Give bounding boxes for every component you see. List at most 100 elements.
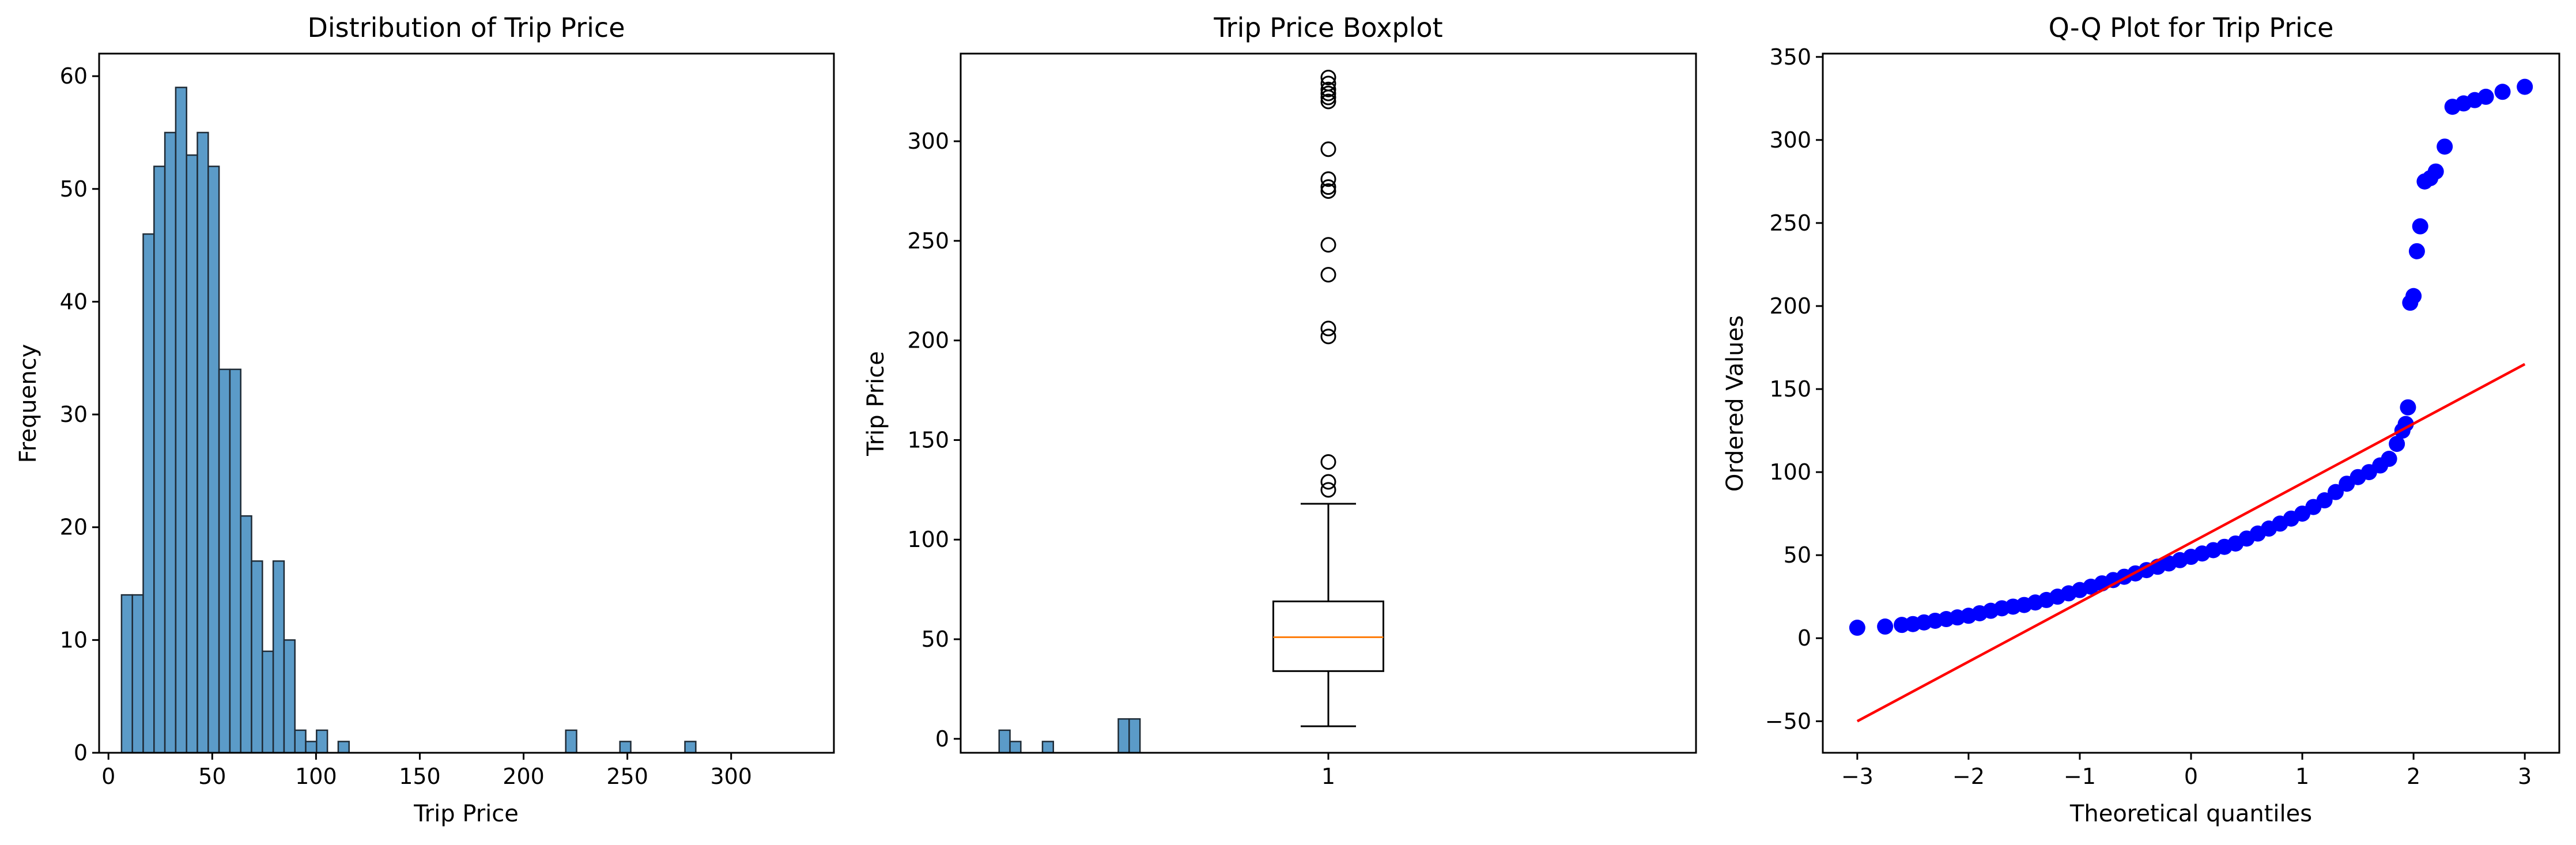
qq-data-point (2397, 416, 2414, 432)
histogram-bar (153, 165, 166, 754)
histogram-bar (337, 741, 350, 754)
histogram-bar (1041, 741, 1055, 754)
boxplot-outlier-point (1320, 183, 1336, 199)
histogram-xtick-label: 150 (399, 764, 441, 789)
qq-ytick-label: 100 (1769, 459, 1811, 485)
histogram-bar (1009, 741, 1022, 754)
boxplot-outlier-point (1320, 76, 1336, 92)
histogram-xlabel: Trip Price (413, 801, 519, 827)
qq-ytick-label: −50 (1765, 708, 1811, 734)
histogram-ytick-label: 30 (60, 402, 88, 427)
histogram-bar (197, 131, 209, 754)
qq-data-point (2437, 138, 2453, 155)
histogram-bar (305, 741, 318, 754)
histogram-bar (684, 741, 697, 754)
histogram-bar (316, 729, 328, 754)
histogram-bar (998, 729, 1011, 754)
qq-xtick-label: 1 (2295, 764, 2309, 789)
histogram-bar (565, 729, 577, 754)
boxplot-outlier-point (1320, 179, 1336, 195)
boxplot-outlier-point (1320, 85, 1336, 101)
qq-data-point (2405, 288, 2422, 304)
histogram-xtick-label: 0 (101, 764, 115, 789)
histogram-ylabel: Frequency (15, 344, 41, 463)
qq-ytick-label: 50 (1784, 542, 1811, 568)
histogram-xtick-label: 50 (198, 764, 226, 789)
boxplot-outlier-point (1320, 81, 1336, 97)
histogram-bar (120, 594, 133, 754)
boxplot-ytick-label: 0 (935, 726, 949, 752)
histogram-xtick-label: 250 (606, 764, 648, 789)
qq-xtick-label: −2 (1952, 764, 1985, 789)
qq-xtick-label: −3 (1841, 764, 1874, 789)
histogram-bar (142, 233, 155, 754)
qq-data-point (2494, 84, 2511, 100)
qq-ytick-label: 350 (1769, 44, 1811, 70)
qq-ytick-label: 200 (1769, 293, 1811, 319)
qq-xtick-label: 2 (2407, 764, 2420, 789)
histogram-ytick-label: 10 (60, 627, 88, 652)
qq-plot-panel: Q-Q Plot for Trip Price −50 0 50 100 150 200 2… (1722, 12, 2560, 827)
qq-ytick-label: 250 (1769, 210, 1811, 236)
histogram-xtick-label: 100 (295, 764, 337, 789)
histogram-bar (175, 86, 187, 754)
boxplot-outlier-point (1320, 171, 1336, 187)
histogram-xtick-label: 300 (710, 764, 752, 789)
histogram-xtick-label: 200 (503, 764, 545, 789)
qq-data-point (1877, 618, 1894, 635)
boxplot-ytick-label: 200 (907, 328, 949, 353)
histogram-bar (272, 560, 285, 754)
histogram-bar (240, 515, 252, 754)
qq-data-point (2412, 218, 2428, 235)
qq-ytick-label: 150 (1769, 376, 1811, 402)
histogram-bar (131, 594, 144, 754)
histogram-bar (283, 639, 296, 754)
histogram-bar (186, 154, 198, 754)
boxplot-ytick-label: 300 (907, 129, 949, 154)
boxplot-outlier-point (1320, 141, 1336, 157)
boxplot-ytick-label: 150 (907, 427, 949, 452)
qq-plot-area: −50 0 50 100 150 200 250 300 350 −3 −2 −1 0 1 2 3 (1765, 44, 2560, 789)
histogram-bar (294, 729, 307, 754)
boxplot-outlier-point (1320, 329, 1336, 345)
histogram-bar (164, 131, 177, 754)
qq-ytick-label: 0 (1797, 625, 1811, 651)
boxplot-plot-area: 0 50 100 150 200 250 300 1 (907, 52, 1697, 789)
qq-data-point (1849, 620, 1865, 636)
boxplot-xtick-label: 1 (1321, 764, 1335, 789)
histogram-bar (1128, 718, 1141, 754)
boxplot-outlier-point (1320, 237, 1336, 253)
boxplot-outlier-point (1320, 267, 1336, 283)
qq-data-point (2477, 88, 2494, 105)
boxplot-outlier-point (1320, 320, 1336, 337)
boxplot-panel: Trip Price Boxplot 0 50 100 150 200 250 300 1 T… (863, 12, 1697, 789)
histogram-ytick-label: 50 (60, 176, 88, 202)
histogram-plot-area: 0 10 20 30 40 50 60 0 50 100 150 200 250 300 (60, 52, 1141, 789)
histogram-ytick-label: 60 (60, 63, 88, 89)
qq-data-point (2427, 163, 2444, 180)
qq-ytick-label: 300 (1769, 127, 1811, 153)
boxplot-ytick-label: 250 (907, 228, 949, 254)
boxplot-outlier-point (1320, 474, 1336, 490)
qq-ylabel: Ordered Values (1722, 315, 1748, 492)
histogram-panel: Distribution of Trip Price 0 10 20 30 40 50 60… (15, 12, 1141, 827)
boxplot-outlier-point (1320, 454, 1336, 470)
histogram-ytick-label: 0 (74, 740, 88, 765)
boxplot-ytick-label: 50 (921, 627, 949, 652)
boxplot-outlier-point (1320, 93, 1336, 110)
boxplot-ytick-label: 100 (907, 527, 949, 552)
histogram-title: Distribution of Trip Price (307, 12, 625, 43)
boxplot-outlier-point (1320, 482, 1336, 498)
histogram-bar (207, 165, 220, 754)
qq-data-point (2408, 243, 2425, 259)
qq-data-point (2517, 78, 2533, 95)
histogram-bar (229, 368, 241, 754)
qq-xtick-label: 3 (2518, 764, 2532, 789)
qq-xtick-label: −1 (2064, 764, 2096, 789)
boxplot-outlier-point (1320, 69, 1336, 85)
qq-data-point (2327, 484, 2344, 500)
boxplot-title: Trip Price Boxplot (1213, 12, 1442, 43)
histogram-bar (218, 368, 231, 754)
